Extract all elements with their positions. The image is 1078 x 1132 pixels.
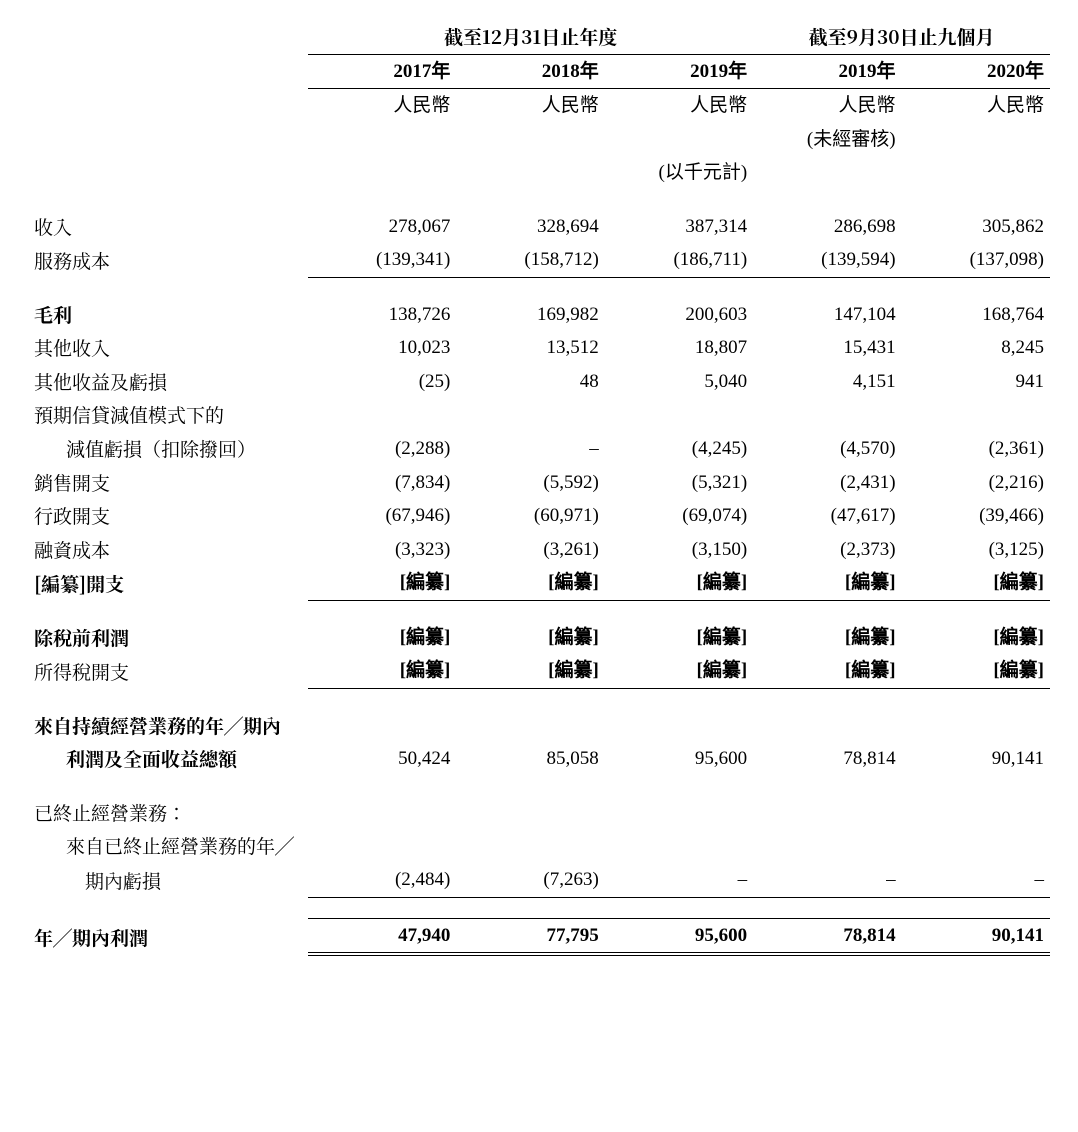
unit-rmb: 人民幣 — [902, 89, 1050, 123]
unit-rmb: 人民幣 — [308, 89, 456, 123]
unit-rmb: 人民幣 — [753, 89, 901, 123]
gross-label: 毛利 — [28, 298, 308, 332]
other-income-label: 其他收入 — [28, 331, 308, 365]
row-tax: 所得稅開支 [編纂] [編纂] [編纂] [編纂] [編纂] — [28, 654, 1050, 688]
row-ecl-label: 預期信貸減值模式下的 — [28, 398, 1050, 432]
other-gain-label: 其他收益及虧損 — [28, 365, 308, 399]
row-cont-label: 來自持續經營業務的年╱期內 — [28, 709, 1050, 743]
header-period-year: 截至12月31日止年度 — [308, 20, 753, 54]
row-redact-expense: [編纂]開支 [編纂] [編纂] [編纂] [編纂] [編纂] — [28, 566, 1050, 600]
row-other-income: 其他收入 10,023 13,512 18,807 15,431 8,245 — [28, 331, 1050, 365]
income-statement-table: 截至12月31日止年度 截至9月30日止九個月 2017年 2018年 2019… — [28, 20, 1050, 956]
revenue-label: 收入 — [28, 210, 308, 244]
row-finance: 融資成本 (3,323) (3,261) (3,150) (2,373) (3,… — [28, 533, 1050, 567]
unit-unaudited: (未經審核) — [753, 123, 901, 157]
row-cost: 服務成本 (139,341) (158,712) (186,711) (139,… — [28, 243, 1050, 277]
col-2020m: 2020年 — [902, 54, 1050, 89]
header-period-nine: 截至9月30日止九個月 — [753, 20, 1050, 54]
row-disc-label: 來自已終止經營業務的年╱ — [28, 829, 1050, 863]
unit-rmb: 人民幣 — [456, 89, 604, 123]
unit-rmb: 人民幣 — [605, 89, 753, 123]
row-disc: 期內虧損 (2,484) (7,263) – – – — [28, 863, 1050, 897]
row-pbt: 除稅前利潤 [編纂] [編纂] [編纂] [編纂] [編纂] — [28, 621, 1050, 655]
row-admin: 行政開支 (67,946) (60,971) (69,074) (47,617)… — [28, 499, 1050, 533]
col-2019m: 2019年 — [753, 54, 901, 89]
col-2017: 2017年 — [308, 54, 456, 89]
row-other-gain: 其他收益及虧損 (25) 48 5,040 4,151 941 — [28, 365, 1050, 399]
cost-label: 服務成本 — [28, 243, 308, 277]
unit-thousands: (以千元計) — [605, 156, 753, 190]
col-2019: 2019年 — [605, 54, 753, 89]
row-selling: 銷售開支 (7,834) (5,592) (5,321) (2,431) (2,… — [28, 466, 1050, 500]
row-ecl: 減值虧損（扣除撥回） (2,288) – (4,245) (4,570) (2,… — [28, 432, 1050, 466]
row-net: 年╱期內利潤 47,940 77,795 95,600 78,814 90,14… — [28, 918, 1050, 954]
row-revenue: 收入 278,067 328,694 387,314 286,698 305,8… — [28, 210, 1050, 244]
row-disc-header: 已終止經營業務： — [28, 796, 1050, 830]
row-cont: 利潤及全面收益總額 50,424 85,058 95,600 78,814 90… — [28, 742, 1050, 776]
row-gross: 毛利 138,726 169,982 200,603 147,104 168,7… — [28, 298, 1050, 332]
col-2018: 2018年 — [456, 54, 604, 89]
